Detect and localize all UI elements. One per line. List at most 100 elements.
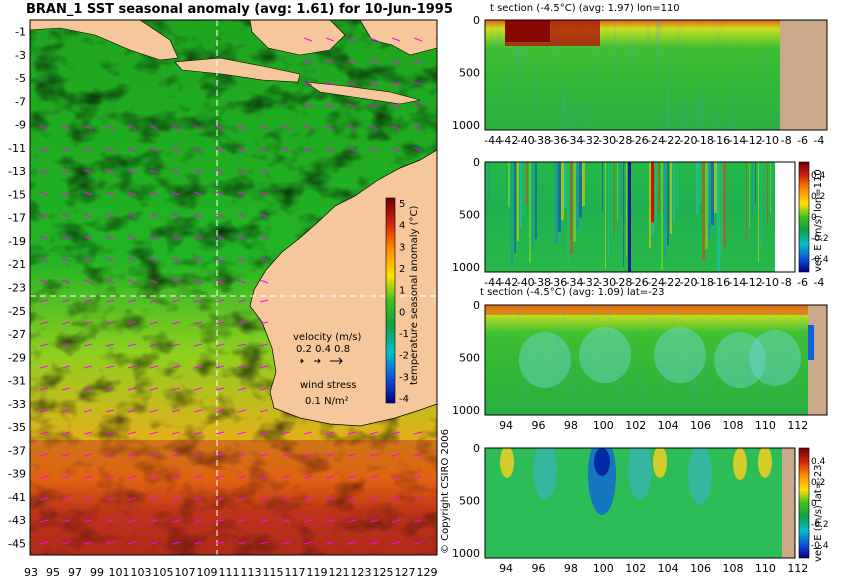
map-y-tick: -1	[15, 26, 26, 39]
wind-vector	[127, 519, 137, 523]
map-y-tick: -23	[8, 282, 26, 295]
map-x-tick: 117	[285, 566, 306, 579]
vel-streak	[714, 162, 717, 213]
vel-streak	[617, 162, 618, 221]
vel-streak	[570, 162, 573, 254]
vel_lat-colorbar-tick: 0.4	[811, 457, 826, 467]
wind-vector	[259, 257, 269, 262]
temp-lon-frame	[484, 19, 828, 131]
wind-vector	[127, 191, 137, 196]
wind-vector	[61, 213, 71, 218]
wind-vector	[259, 453, 269, 457]
temp_lon-x-tick: -36	[549, 134, 567, 147]
wind-vector	[105, 213, 115, 218]
wind-vector	[347, 475, 357, 479]
vel_lat-colorbar-tick: -0.2	[811, 520, 829, 530]
wind-vector	[259, 213, 269, 218]
temp_lon-x-tick: -10	[761, 134, 779, 147]
sst-colorbar-tick: 1	[399, 286, 405, 297]
wind-vector	[259, 409, 269, 413]
wind-vector	[127, 321, 137, 325]
wind-vector	[171, 321, 181, 325]
wind-vector	[39, 409, 49, 413]
temp_lat-x-tick: 106	[690, 419, 711, 432]
wind-vector	[61, 431, 71, 435]
map-x-tick: 123	[351, 566, 372, 579]
temp_lon-x-tick: -16	[712, 134, 730, 147]
map-y-tick: -27	[8, 328, 26, 341]
wind-vector	[369, 125, 379, 130]
temp-lat-coastal-jet	[808, 325, 814, 360]
sst-colorbar-tick: 4	[399, 221, 405, 232]
wind-vector	[171, 431, 181, 435]
vel-streak	[532, 162, 534, 251]
wind-vector	[391, 431, 401, 435]
wind-vector	[369, 519, 379, 523]
wind-vector	[171, 453, 181, 457]
wind-vector	[413, 59, 423, 64]
wind-vector	[237, 475, 247, 479]
wind-vector	[347, 37, 357, 42]
temp-section-lon	[484, 19, 828, 131]
wind-vector	[193, 519, 203, 523]
vel-streak	[673, 162, 675, 222]
wind-vector	[259, 519, 269, 523]
wind-vector	[391, 125, 401, 130]
main-map-title: BRAN_1 SST seasonal anomaly (avg: 1.61) …	[26, 2, 453, 17]
map-y-tick: -13	[8, 165, 26, 178]
wind-vector	[369, 59, 379, 64]
temp_lat-x-tick: 100	[593, 419, 614, 432]
wind-vector	[105, 541, 115, 545]
sst-colorbar-tick: -1	[399, 329, 409, 340]
wind-vector	[171, 257, 181, 262]
wind-vector	[127, 299, 137, 303]
vel_lon-x-tick: -44	[484, 276, 502, 289]
wind-vector	[303, 125, 313, 130]
map-y-tick: -3	[15, 49, 26, 62]
wind-vector	[127, 257, 137, 262]
wind-vector	[347, 59, 357, 64]
wind-vector	[171, 299, 181, 303]
wind-vector	[193, 387, 203, 391]
wind-vector	[259, 147, 269, 152]
wind-vector	[347, 497, 357, 501]
temp_lat-x-tick: 108	[722, 419, 743, 432]
wind-vector	[259, 235, 269, 240]
wind-vector	[83, 321, 93, 325]
wind-vector	[83, 125, 93, 130]
wind-vector	[259, 125, 269, 130]
wind-vector	[259, 387, 269, 391]
wind-vector	[347, 147, 357, 152]
map-y-tick: -33	[8, 398, 26, 411]
map-y-tick: -15	[8, 188, 26, 201]
temp_lat-x-tick: 94	[499, 419, 513, 432]
wind-vector	[391, 147, 401, 152]
map-y-tick: -37	[8, 444, 26, 457]
vel_lat-x-tick: 112	[787, 562, 808, 575]
vel-streak	[717, 162, 720, 271]
wind-vectors	[39, 37, 437, 545]
vel-lon-colorbar	[798, 161, 810, 273]
vel_lon-x-tick: -4	[813, 276, 824, 289]
wind-vector	[413, 519, 423, 523]
wind-vector	[39, 475, 49, 479]
map-x-tick: 97	[68, 566, 82, 579]
wind-vector	[369, 453, 379, 457]
wind-vector	[215, 343, 225, 347]
temp_lat-x-tick: 102	[625, 419, 646, 432]
vel-lat-blob	[688, 448, 712, 505]
wind-vector	[237, 299, 247, 303]
wind-vector	[149, 475, 159, 479]
vel-streak	[667, 162, 669, 246]
vel_lon-x-tick: -38	[533, 276, 551, 289]
wind-vector	[149, 409, 159, 413]
wind-vector	[237, 497, 247, 501]
vel-streak	[649, 162, 651, 248]
wind-vector	[193, 453, 203, 457]
wind-vector	[413, 541, 423, 545]
land-nusa-tenggara	[304, 81, 421, 105]
wind-vector	[347, 453, 357, 457]
wind-vector	[39, 299, 49, 303]
wind-vector	[149, 191, 159, 196]
wind-vector	[215, 321, 225, 325]
